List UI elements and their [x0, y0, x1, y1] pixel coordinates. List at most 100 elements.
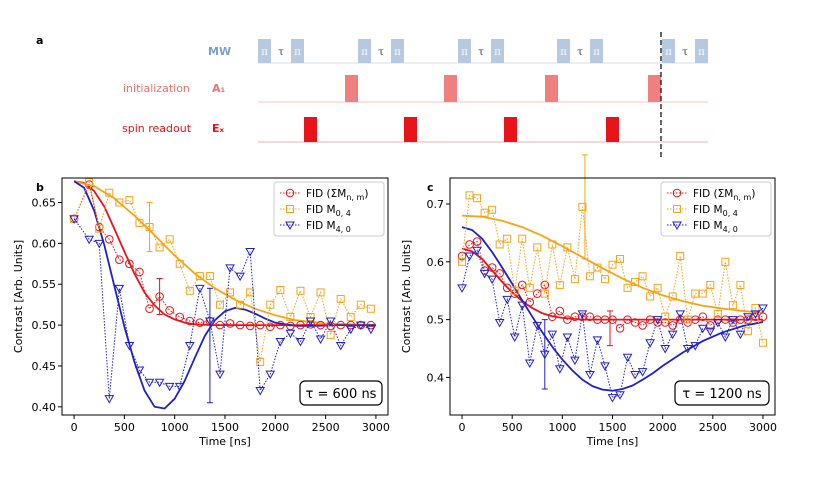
data-point-circle	[487, 263, 497, 272]
data-point-square	[578, 202, 587, 211]
data-point-triangle	[94, 239, 105, 249]
data-point-triangle	[305, 317, 316, 327]
data-point-square	[346, 312, 355, 321]
data-point-circle	[104, 234, 114, 244]
data-point-triangle	[184, 342, 195, 351]
data-point-circle	[698, 312, 708, 322]
data-point-square	[713, 309, 722, 318]
data-point-triangle	[682, 345, 693, 354]
series-line-total	[461, 240, 763, 330]
data-point-square	[326, 330, 335, 339]
data-point-triangle	[592, 336, 603, 345]
data-point-circle	[115, 255, 124, 265]
data-point-square	[570, 275, 579, 284]
mw-pulse-group: π πτ π πτ π πτ π πτ π πτ	[258, 39, 708, 63]
x-tick-label: 1500	[599, 421, 627, 434]
data-point-circle	[215, 320, 225, 330]
data-point-triangle	[464, 252, 475, 262]
data-point-triangle	[697, 324, 708, 334]
data-point-circle	[366, 320, 376, 330]
data-point-square	[518, 234, 527, 243]
data-point-triangle	[325, 317, 336, 327]
spin-readout-channel-label: Eₓ	[212, 122, 225, 135]
data-point-triangle	[667, 330, 678, 340]
x-tick-label: 2000	[261, 421, 289, 434]
y-tick-label: 0.5	[427, 314, 445, 327]
data-point-triangle	[164, 382, 175, 392]
initialization-pulse	[345, 75, 358, 102]
data-point-triangle	[104, 395, 115, 404]
y-tick-label: 0.6	[427, 256, 445, 269]
data-point-circle	[472, 237, 482, 246]
data-point-square	[236, 300, 245, 309]
data-point-triangle	[479, 269, 490, 279]
data-point-circle	[165, 306, 174, 315]
data-point-circle	[540, 280, 550, 290]
initialization-channel-label: A₁	[212, 82, 226, 95]
mw-tau-label: τ	[577, 47, 583, 58]
x-tick-label: 1500	[211, 421, 239, 434]
spin-readout-pulse	[404, 117, 417, 142]
mw-tau-label: τ	[682, 47, 688, 58]
mw-pi-pulse	[458, 39, 471, 63]
data-point-circle	[630, 318, 640, 327]
data-point-triangle	[215, 370, 225, 380]
data-point-circle	[265, 322, 275, 332]
data-point-square	[563, 243, 572, 252]
data-point-square	[646, 292, 655, 301]
data-point-triangle	[315, 335, 326, 345]
data-point-triangle	[728, 316, 738, 325]
y-axis-title: Contrast [Arb. Units]	[400, 240, 413, 353]
data-point-square	[698, 289, 707, 298]
data-point-triangle	[174, 382, 185, 392]
mw-tau-label: τ	[378, 47, 384, 58]
data-point-triangle	[712, 319, 723, 328]
data-point-triangle	[255, 386, 266, 396]
data-point-triangle	[472, 246, 482, 256]
data-point-square	[623, 283, 632, 292]
data-point-circle	[276, 320, 285, 330]
y-tick-label: 0.7	[427, 198, 445, 211]
x-tick-label: 500	[502, 421, 523, 434]
data-point-triangle	[245, 248, 256, 257]
data-point-triangle	[532, 321, 543, 331]
data-point-triangle	[600, 362, 610, 371]
data-point-circle	[225, 319, 235, 328]
mw-pi-label: π	[361, 47, 368, 58]
data-point-circle	[555, 306, 565, 316]
mw-pi-label: π	[494, 47, 501, 58]
spin-readout-pulse	[504, 117, 517, 142]
data-point-triangle	[524, 359, 535, 368]
mw-pi-label: π	[461, 47, 468, 58]
data-point-triangle	[554, 365, 565, 374]
data-point-square	[366, 304, 375, 313]
data-point-circle	[135, 267, 144, 277]
data-point-circle	[296, 320, 305, 330]
data-point-square	[668, 292, 677, 301]
mw-pi-pulse	[491, 39, 504, 63]
legend-entry-m04: FID M0, 4	[693, 204, 738, 218]
data-point-square	[85, 178, 94, 187]
mw-pi-pulse	[662, 39, 675, 63]
x-axis-title: Time [ns]	[586, 435, 639, 448]
legend-entry-total: FID (ΣMn, m)	[693, 188, 755, 202]
data-point-square	[676, 252, 685, 261]
data-point-square	[736, 280, 745, 289]
data-point-square	[266, 300, 275, 309]
y-tick-label: 0.55	[32, 278, 57, 291]
data-point-triangle	[366, 325, 376, 335]
data-point-circle	[457, 251, 467, 261]
data-point-circle	[623, 315, 632, 324]
x-tick-label: 2500	[699, 421, 727, 434]
legend-entry-m40: FID M4, 0	[693, 220, 738, 234]
data-point-triangle	[547, 330, 558, 340]
data-point-square	[105, 188, 114, 197]
data-point-square	[316, 288, 325, 297]
data-point-square	[175, 259, 184, 268]
data-point-square	[503, 234, 512, 243]
data-point-triangle	[225, 264, 235, 273]
spin-readout-pulse	[304, 117, 317, 142]
data-point-square	[616, 254, 625, 263]
data-point-square	[306, 312, 315, 321]
